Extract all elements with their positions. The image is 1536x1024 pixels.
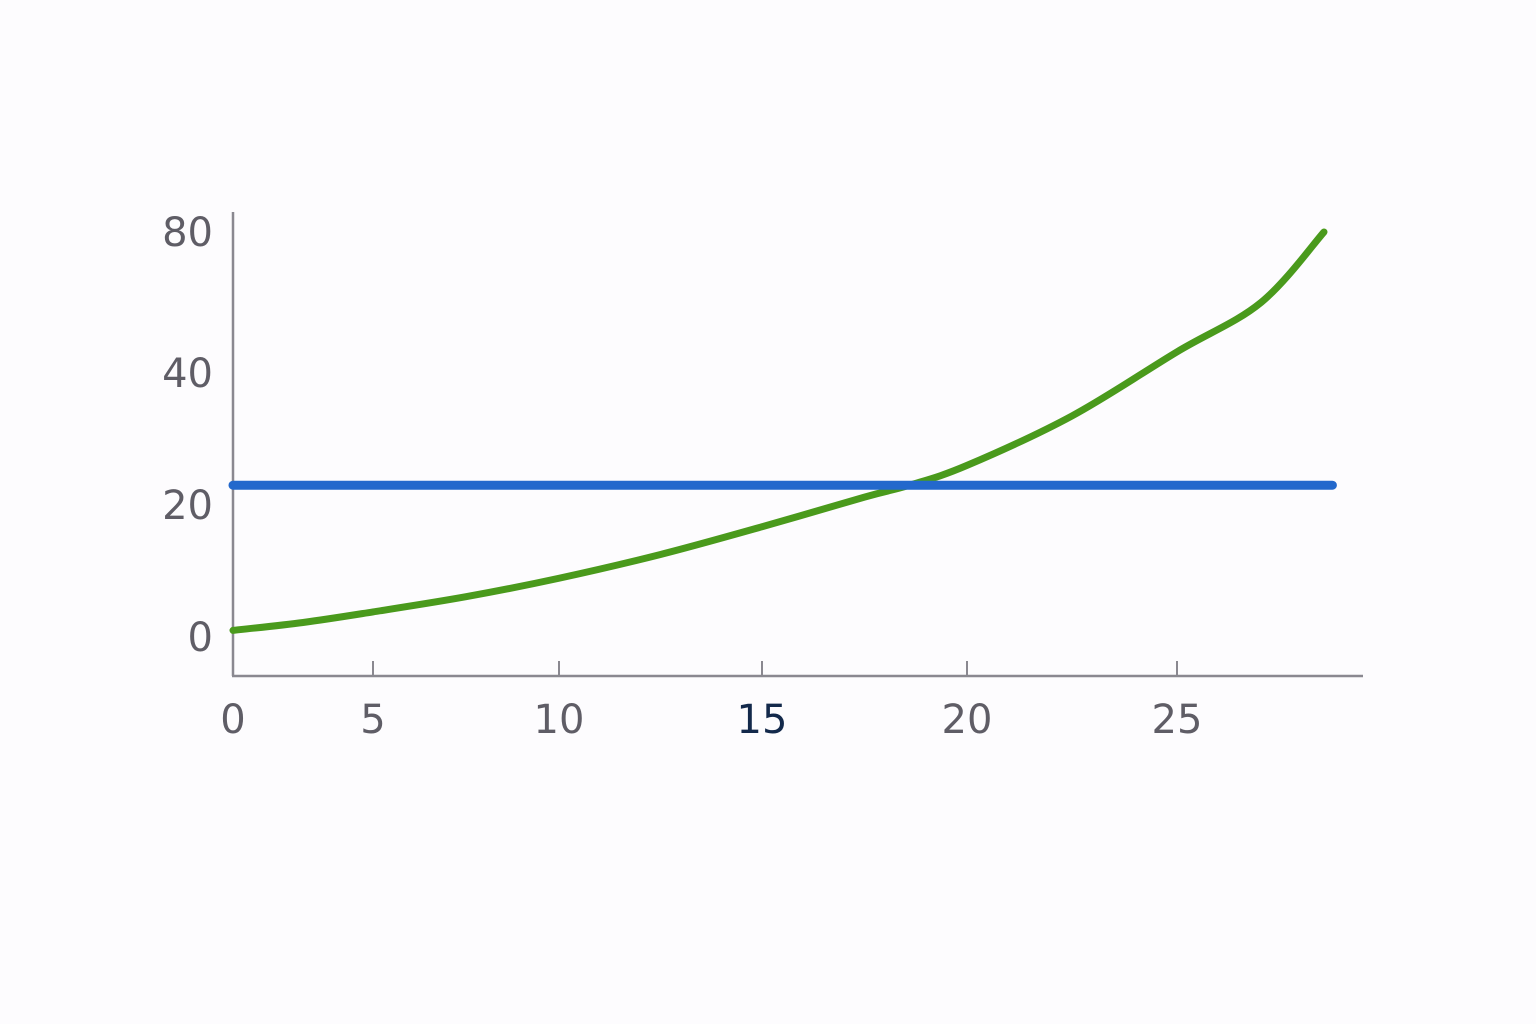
- x-tick-label: 20: [942, 697, 993, 743]
- series-group: [228, 228, 1337, 634]
- y-tick-label: 0: [188, 615, 213, 661]
- tick-labels: 0 5 10 15 20 25 0 20 40 80: [162, 210, 1202, 743]
- x-tick-label: 15: [737, 697, 788, 743]
- x-tick-label: 10: [534, 697, 585, 743]
- axes: [231, 212, 1363, 678]
- x-tick-label: 25: [1152, 697, 1203, 743]
- series-line-curve: [229, 228, 1328, 634]
- y-tick-label: 40: [162, 351, 213, 397]
- y-tick-label: 20: [162, 483, 213, 529]
- x-tick-label: 5: [360, 697, 385, 743]
- x-tick-label: 0: [220, 697, 245, 743]
- y-tick-label: 80: [162, 210, 213, 256]
